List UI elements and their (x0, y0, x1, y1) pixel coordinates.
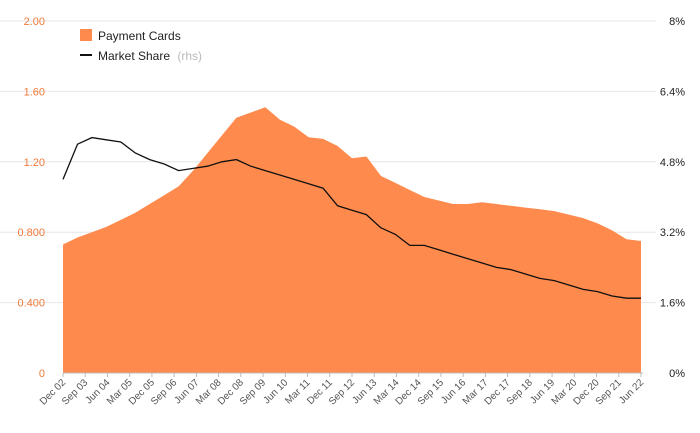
x-tick-label: Sep 03 (60, 377, 90, 407)
right-axis: 0% 1.6% 3.2% 4.8% 6.4% 8% (660, 16, 685, 380)
left-tick-label: 0.800 (17, 227, 45, 239)
legend-label-payment-cards: Payment Cards (98, 29, 181, 43)
legend-label-market-share: Market Share (rhs) (98, 49, 202, 63)
x-tick-label: Jun 22 (617, 377, 646, 406)
legend-market-share-name: Market Share (98, 49, 170, 63)
left-tick-label: 0 (39, 368, 45, 380)
x-tick-label: Sep 06 (149, 377, 179, 407)
x-tick-label: Sep 12 (327, 377, 357, 407)
left-tick-label: 1.60 (24, 86, 45, 98)
legend: Payment Cards Market Share (rhs) (80, 29, 202, 63)
right-tick-label: 0% (669, 368, 685, 380)
right-tick-label: 6.4% (660, 86, 685, 98)
legend-market-share-rhs: (rhs) (177, 49, 202, 63)
left-axis: 0 0.400 0.800 1.20 1.60 2.00 (17, 16, 45, 380)
payment-cards-area (63, 107, 641, 373)
left-tick-label: 1.20 (24, 157, 45, 169)
x-tick-label: Sep 18 (505, 377, 535, 407)
right-tick-label: 4.8% (660, 157, 685, 169)
legend-swatch-payment-cards (80, 29, 92, 41)
x-tick-label: Sep 15 (416, 377, 446, 407)
left-tick-label: 0.400 (17, 298, 45, 310)
right-tick-label: 1.6% (660, 298, 685, 310)
market-share-line (62, 136, 641, 299)
right-tick-label: 8% (669, 16, 685, 28)
right-tick-label: 3.2% (660, 227, 685, 239)
x-tick-label: Sep 21 (594, 377, 624, 407)
x-tick-label: Sep 09 (238, 377, 268, 407)
left-tick-label: 2.00 (24, 16, 45, 28)
